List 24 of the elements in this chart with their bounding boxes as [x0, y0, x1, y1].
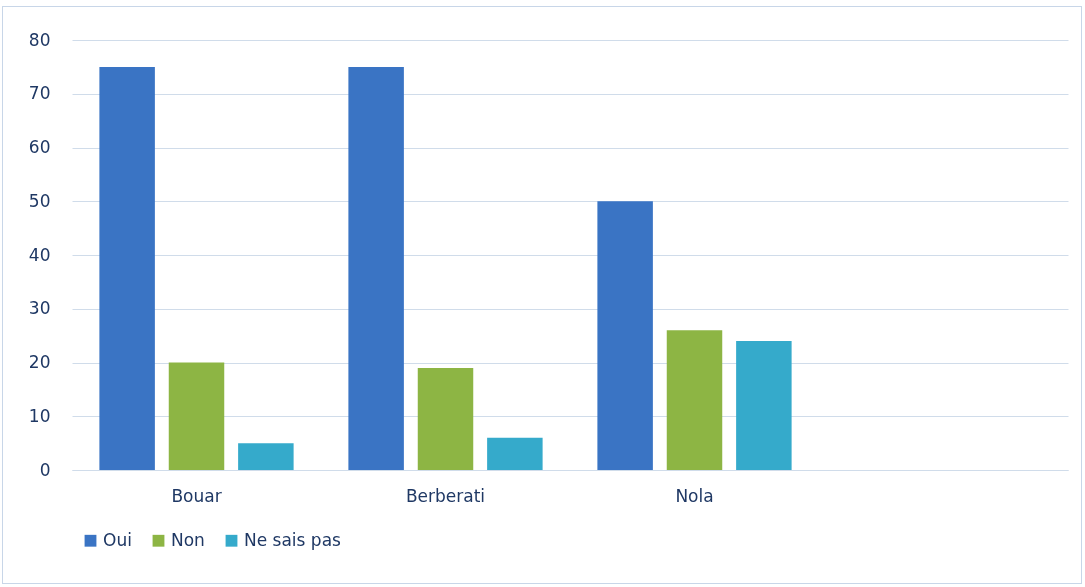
bar	[168, 362, 225, 470]
legend-label: Ne sais pas	[244, 529, 342, 550]
bar	[666, 330, 723, 470]
x-tick-label: Bouar	[171, 485, 222, 506]
bar	[99, 66, 155, 470]
y-tick-label: 20	[28, 352, 51, 372]
legend-label: Oui	[103, 529, 132, 550]
legend-label: Non	[171, 529, 205, 550]
bar	[238, 443, 294, 470]
x-tick-label: Nola	[675, 485, 714, 506]
y-tick-label: 40	[28, 244, 51, 265]
y-tick-label: 80	[28, 29, 51, 50]
bar	[348, 66, 404, 470]
bar	[487, 437, 543, 470]
bar	[597, 201, 653, 470]
y-tick-label: 30	[28, 298, 51, 319]
y-tick-label: 0	[39, 459, 51, 480]
y-tick-label: 60	[28, 137, 51, 157]
bar	[736, 341, 792, 470]
bar	[417, 367, 474, 470]
x-tick-label: Berberati	[405, 485, 486, 506]
y-tick-label: 70	[28, 83, 51, 104]
y-tick-label: 10	[28, 405, 51, 426]
y-tick-label: 50	[28, 190, 51, 211]
